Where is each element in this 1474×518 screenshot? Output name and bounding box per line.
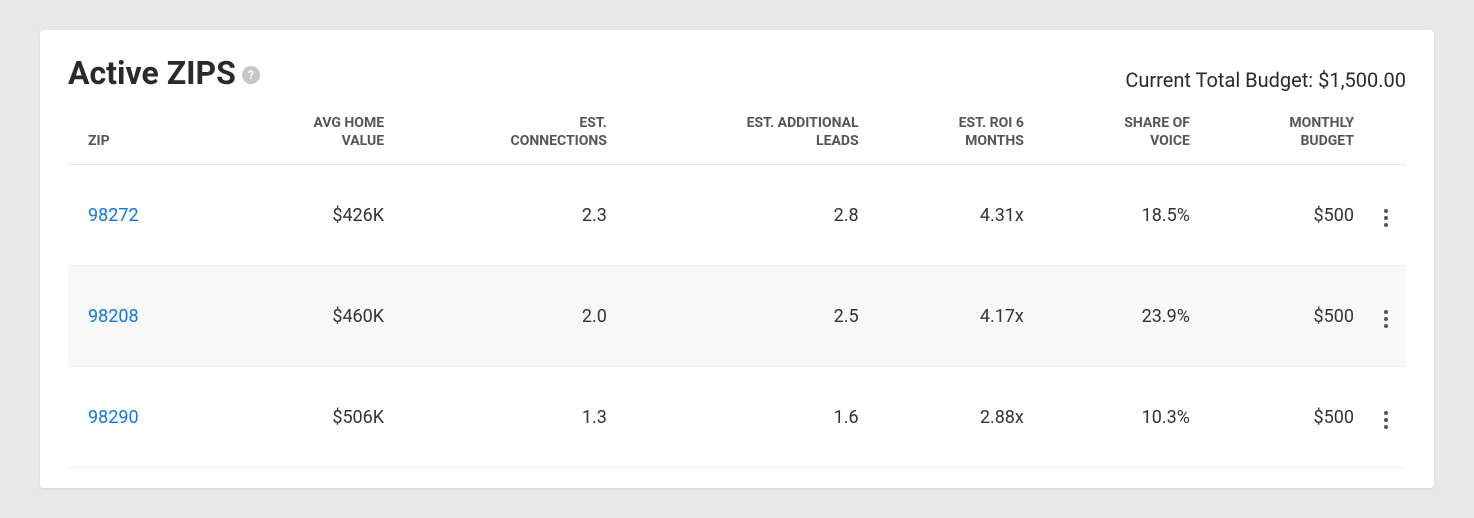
cell-share-of-voice: 10.3% <box>1036 367 1202 468</box>
cell-actions <box>1366 266 1406 367</box>
cell-monthly-budget: $500 <box>1202 266 1366 367</box>
cell-share-of-voice: 18.5% <box>1036 165 1202 266</box>
col-header-est-connections: EST.CONNECTIONS <box>396 104 619 165</box>
col-header-actions <box>1366 104 1406 165</box>
cell-actions <box>1366 367 1406 468</box>
cell-monthly-budget: $500 <box>1202 367 1366 468</box>
cell-est-additional-leads: 2.8 <box>619 165 871 266</box>
kebab-menu-icon[interactable] <box>1378 304 1394 334</box>
col-header-zip: ZIP <box>68 104 221 165</box>
help-icon[interactable]: ? <box>242 66 260 84</box>
cell-est-connections: 1.3 <box>396 367 619 468</box>
col-header-est-roi: EST. ROI 6MONTHS <box>871 104 1036 165</box>
cell-est-roi-6-months: 4.17x <box>871 266 1036 367</box>
col-header-monthly-budget: MONTHLYBUDGET <box>1202 104 1366 165</box>
cell-est-additional-leads: 1.6 <box>619 367 871 468</box>
cell-est-roi-6-months: 4.31x <box>871 165 1036 266</box>
table-row: 98208 $460K2.02.54.17x23.9%$500 <box>68 266 1406 367</box>
table-body: 98272 $426K2.32.84.31x18.5%$500 98208 $460K… <box>68 165 1406 468</box>
total-budget-label: Current Total Budget: $1,500.00 <box>1125 68 1406 92</box>
col-header-share-of-voice: SHARE OFVOICE <box>1036 104 1202 165</box>
cell-actions <box>1366 165 1406 266</box>
cell-est-additional-leads: 2.5 <box>619 266 871 367</box>
page-title: Active ZIPS <box>68 54 236 92</box>
cell-monthly-budget: $500 <box>1202 165 1366 266</box>
table-header-row: ZIP AVG HOMEVALUE EST.CONNECTIONS EST. A… <box>68 104 1406 165</box>
zip-link[interactable]: 98290 <box>88 407 139 428</box>
cell-est-connections: 2.0 <box>396 266 619 367</box>
cell-share-of-voice: 23.9% <box>1036 266 1202 367</box>
cell-est-connections: 2.3 <box>396 165 619 266</box>
zip-link[interactable]: 98272 <box>88 205 139 226</box>
cell-avg-home-value: $460K <box>221 266 396 367</box>
table-row: 98272 $426K2.32.84.31x18.5%$500 <box>68 165 1406 266</box>
active-zips-card: Active ZIPS ? Current Total Budget: $1,5… <box>40 30 1434 488</box>
kebab-menu-icon[interactable] <box>1378 203 1394 233</box>
cell-zip: 98290 <box>68 367 221 468</box>
card-header: Active ZIPS ? Current Total Budget: $1,5… <box>68 54 1406 92</box>
cell-avg-home-value: $426K <box>221 165 396 266</box>
col-header-avg-home-value: AVG HOMEVALUE <box>221 104 396 165</box>
zips-table: ZIP AVG HOMEVALUE EST.CONNECTIONS EST. A… <box>68 104 1406 468</box>
kebab-menu-icon[interactable] <box>1378 405 1394 435</box>
table-row: 98290 $506K1.31.62.88x10.3%$500 <box>68 367 1406 468</box>
title-wrap: Active ZIPS ? <box>68 54 260 92</box>
cell-zip: 98272 <box>68 165 221 266</box>
cell-avg-home-value: $506K <box>221 367 396 468</box>
zip-link[interactable]: 98208 <box>88 306 139 327</box>
cell-est-roi-6-months: 2.88x <box>871 367 1036 468</box>
col-header-est-additional-leads: EST. ADDITIONALLEADS <box>619 104 871 165</box>
cell-zip: 98208 <box>68 266 221 367</box>
